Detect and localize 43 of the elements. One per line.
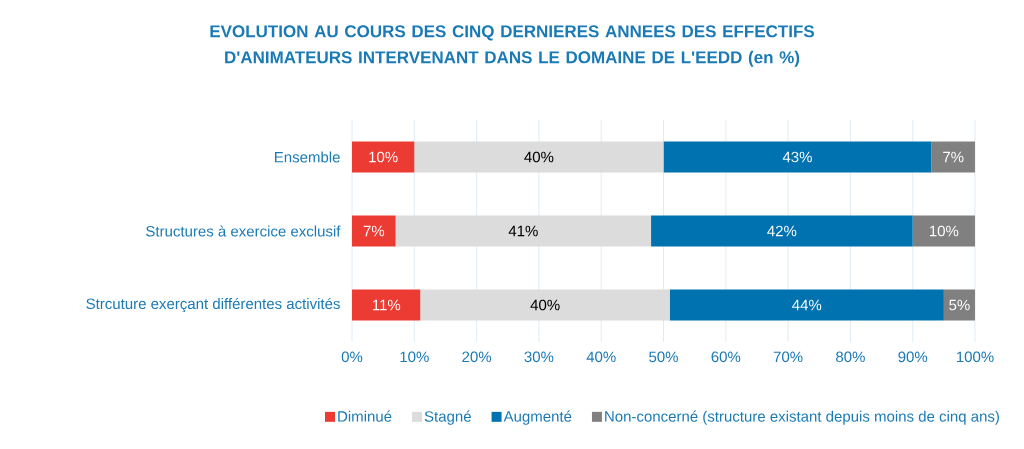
bar (352, 289, 421, 321)
bar (943, 289, 975, 321)
bar (420, 289, 670, 321)
chart-title: EVOLUTION AU COURS DES CINQ DERNIERES ANNEES DES EFFECTIFS D'ANIMATEURS INTERVENANT DANS LE DOMAINE DE L'EEDD (en %) (210, 25, 815, 67)
data-label: 44% (792, 299, 822, 311)
bar (931, 141, 975, 173)
x-tick-label: 80% (836, 351, 865, 363)
x-tick-label: 100% (956, 351, 994, 363)
bar (669, 289, 944, 321)
data-label: 42% (767, 225, 797, 237)
data-label: 10% (369, 151, 398, 163)
x-tick-label: 90% (898, 351, 928, 363)
y-tick-label: Ensemble (275, 151, 340, 163)
data-label: 5% (949, 299, 970, 311)
bar (395, 215, 652, 247)
x-tick-label: 10% (400, 351, 429, 363)
x-tick-label: 40% (586, 351, 616, 363)
bar (414, 141, 664, 173)
x-tick-label: 20% (462, 351, 492, 363)
x-tick-label: 70% (773, 351, 803, 363)
data-label: 40% (530, 299, 560, 311)
data-label: 41% (508, 225, 538, 237)
legend-label: Stagné (424, 410, 471, 425)
bar (663, 141, 932, 173)
x-tick-label: 0% (341, 351, 363, 363)
data-label: 43% (782, 151, 812, 163)
data-label: 40% (524, 151, 554, 163)
x-tick-label: 60% (711, 351, 741, 363)
legend-label: Non-concerné (structure existant depuis moins de cinq ans) (605, 410, 999, 425)
bar (352, 215, 396, 247)
y-tick-label: Structures à exercice exclusif (146, 225, 341, 237)
bar (912, 215, 975, 247)
y-tick-label: Strcuture exerçant différentes activités (86, 297, 340, 313)
data-label: 7% (943, 151, 964, 163)
data-label: 7% (363, 225, 385, 237)
data-label: 11% (372, 299, 401, 311)
bar (352, 141, 415, 173)
x-tick-label: 30% (524, 351, 554, 363)
legend-label: Augmenté (503, 410, 572, 425)
data-label: 10% (929, 225, 959, 237)
bar (651, 215, 913, 247)
x-tick-label: 50% (649, 351, 678, 363)
legend-label: Diminué (338, 410, 392, 422)
